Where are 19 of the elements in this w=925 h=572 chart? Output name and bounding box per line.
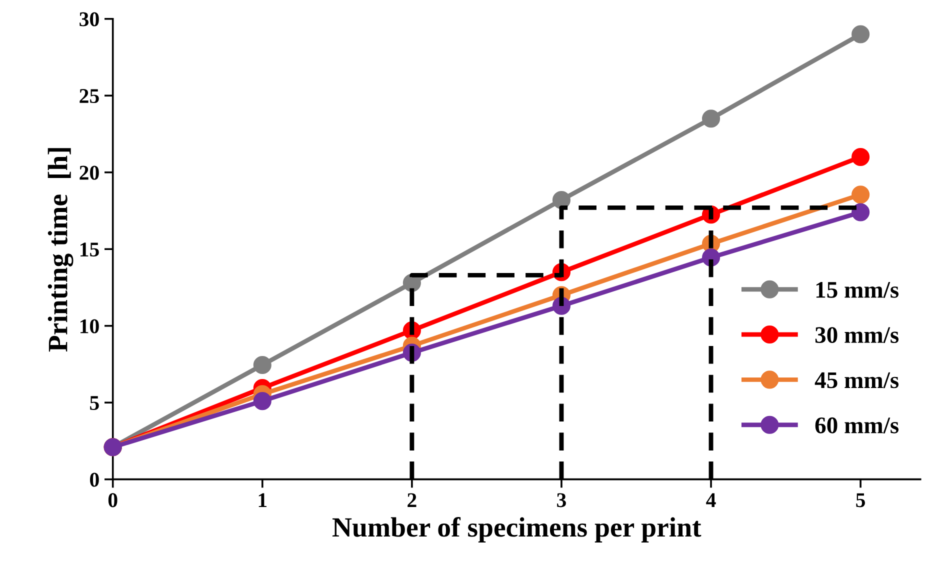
x-tick-label: 1 [258,493,267,507]
x-tick-label: 2 [408,493,416,507]
y-axis-title: Printing time [h] [48,148,74,352]
y-tick-label: 20 [80,166,99,180]
y-tick-label: 30 [80,12,99,26]
y-tick-label: 0 [90,472,99,487]
y-tick-label: 15 [80,242,99,257]
legend-label: 60 mm/s [815,417,899,434]
legend-label: 15 mm/s [816,282,899,298]
x-tick-label: 5 [856,493,866,508]
x-tick-label: 0 [108,493,118,508]
y-tick-label: 5 [90,396,99,410]
legend-label: 45 mm/s [814,372,899,388]
legend-label: 30 mm/s [815,327,899,344]
x-axis-title: Number of specimens per print [332,516,702,542]
y-tick-label: 25 [80,89,99,104]
y-tick-label: 10 [80,319,99,334]
x-tick-label: 3 [557,493,566,508]
x-tick-label: 4 [706,493,716,507]
